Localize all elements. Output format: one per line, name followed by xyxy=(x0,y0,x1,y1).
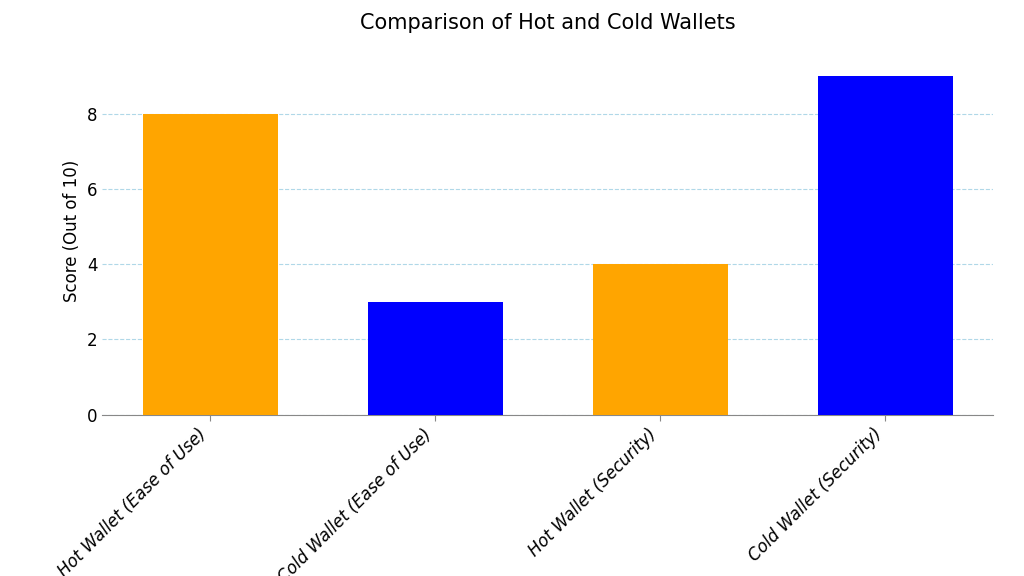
Bar xyxy=(593,264,728,415)
Bar xyxy=(368,302,503,415)
Y-axis label: Score (Out of 10): Score (Out of 10) xyxy=(63,160,81,301)
Bar xyxy=(143,114,278,415)
Title: Comparison of Hot and Cold Wallets: Comparison of Hot and Cold Wallets xyxy=(360,13,735,33)
Bar xyxy=(818,76,952,415)
